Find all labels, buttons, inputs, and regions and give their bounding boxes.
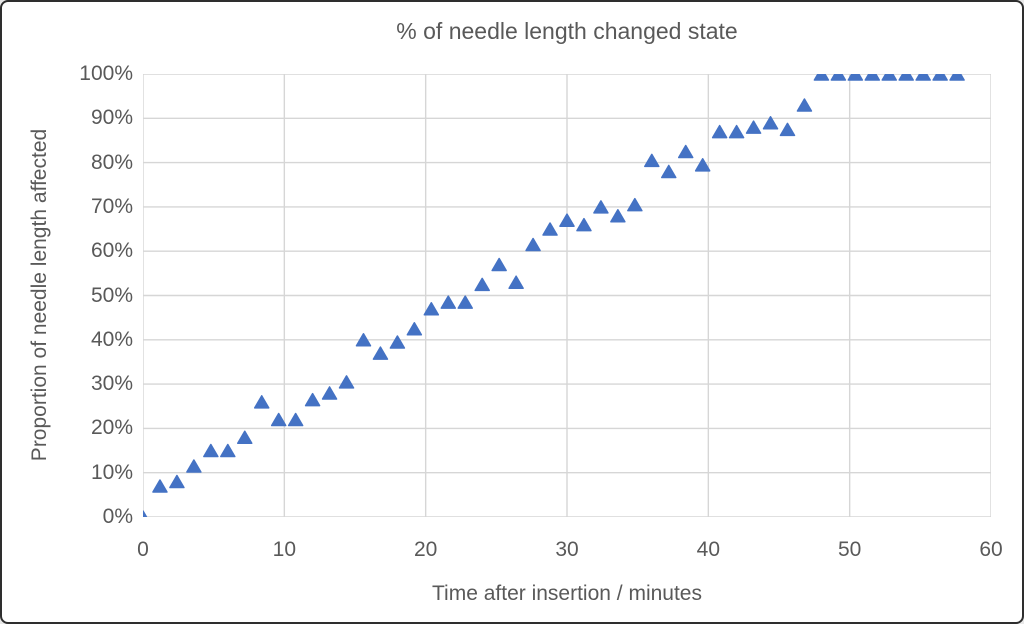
y-tick-label: 10% bbox=[90, 460, 133, 484]
chart-title: % of needle length changed state bbox=[396, 18, 738, 44]
data-point-marker bbox=[270, 412, 287, 427]
data-point-marker bbox=[508, 275, 524, 289]
data-point-marker bbox=[677, 144, 694, 159]
data-point-marker bbox=[610, 209, 626, 223]
y-tick-label: 0% bbox=[102, 505, 133, 528]
data-point-marker bbox=[169, 474, 185, 489]
y-tick-label: 90% bbox=[90, 106, 133, 130]
data-point-marker bbox=[143, 510, 148, 517]
data-point-marker bbox=[372, 346, 389, 360]
data-point-marker bbox=[661, 164, 677, 179]
y-tick-label: 80% bbox=[90, 150, 133, 174]
data-point-marker bbox=[847, 74, 864, 81]
data-point-marker bbox=[881, 74, 897, 81]
data-point-marker bbox=[525, 237, 541, 252]
x-tick-label: 30 bbox=[555, 538, 579, 561]
data-point-marker bbox=[864, 74, 881, 81]
data-point-marker bbox=[355, 333, 372, 347]
data-point-marker bbox=[237, 430, 253, 445]
data-point-marker bbox=[440, 295, 457, 309]
data-point-marker bbox=[304, 392, 321, 407]
x-tick-label: 60 bbox=[979, 538, 1003, 561]
data-point-marker bbox=[457, 295, 473, 309]
x-tick-label: 40 bbox=[696, 538, 720, 561]
data-point-marker bbox=[389, 335, 406, 349]
data-point-marker bbox=[321, 386, 338, 400]
data-point-marker bbox=[559, 213, 575, 227]
data-point-marker bbox=[813, 74, 830, 81]
data-point-marker bbox=[796, 98, 813, 112]
data-point-marker bbox=[152, 479, 168, 493]
y-tick-label: 50% bbox=[90, 283, 133, 307]
data-point-marker bbox=[627, 197, 643, 212]
data-point-marker bbox=[949, 74, 965, 81]
data-point-marker bbox=[830, 74, 847, 81]
data-point-marker bbox=[406, 321, 423, 336]
data-point-marker bbox=[186, 459, 202, 473]
data-point-marker bbox=[644, 153, 660, 168]
y-tick-label: 30% bbox=[90, 372, 133, 396]
data-point-marker bbox=[576, 217, 592, 232]
x-tick-label: 50 bbox=[837, 538, 862, 561]
data-point-marker bbox=[423, 302, 440, 316]
data-point-marker bbox=[542, 222, 558, 236]
x-tick-label: 20 bbox=[413, 538, 438, 561]
data-point-marker bbox=[593, 200, 609, 214]
x-tick-label: 0 bbox=[137, 538, 149, 561]
data-point-marker bbox=[338, 375, 355, 389]
data-point-marker bbox=[745, 120, 762, 134]
data-point-marker bbox=[898, 74, 914, 81]
data-point-marker bbox=[711, 124, 728, 139]
data-point-marker bbox=[287, 412, 304, 427]
plot-area bbox=[143, 74, 991, 517]
data-point-marker bbox=[203, 443, 219, 458]
y-tick-label: 100% bbox=[79, 62, 133, 85]
y-tick-label: 70% bbox=[90, 194, 133, 218]
data-point-marker bbox=[694, 158, 711, 172]
y-tick-label: 40% bbox=[90, 327, 133, 351]
x-axis-title: Time after insertion / minutes bbox=[432, 582, 702, 605]
data-point-marker bbox=[220, 443, 236, 458]
data-point-marker bbox=[779, 122, 796, 137]
y-tick-label: 20% bbox=[90, 416, 133, 440]
data-point-marker bbox=[474, 277, 490, 292]
data-point-marker bbox=[915, 74, 931, 81]
x-tick-label: 10 bbox=[272, 538, 296, 561]
y-tick-label: 60% bbox=[90, 239, 133, 263]
data-point-marker bbox=[932, 74, 948, 81]
scatter-plot-svg bbox=[143, 74, 991, 517]
data-point-marker bbox=[491, 257, 507, 272]
data-point-marker bbox=[762, 115, 779, 130]
data-point-marker bbox=[253, 395, 270, 409]
data-point-marker bbox=[728, 124, 745, 139]
